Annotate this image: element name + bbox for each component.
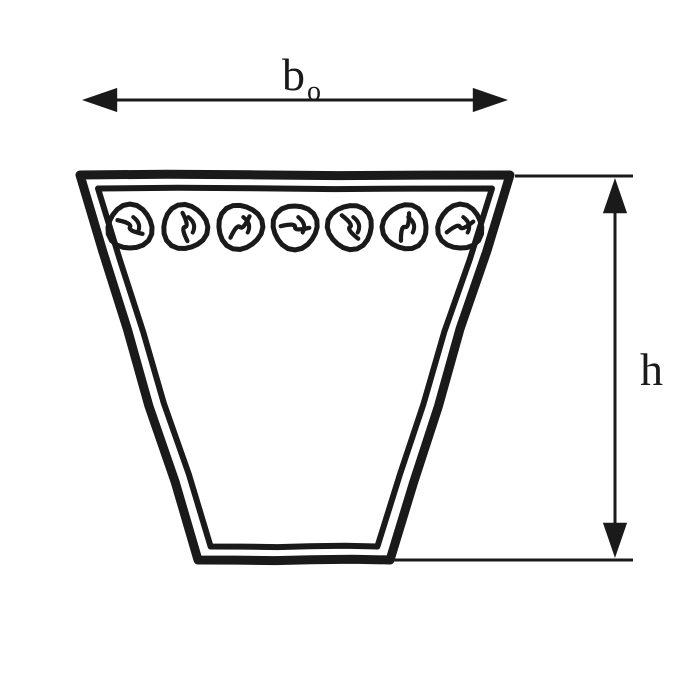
cord-6-scribble xyxy=(447,217,474,232)
cord-5-scribble xyxy=(401,213,414,240)
height-label: h xyxy=(640,344,663,395)
cord-3-scribble xyxy=(281,217,310,232)
cord-0-scribble xyxy=(117,217,142,234)
vbelt-cross-section-diagram: bo h xyxy=(0,0,700,700)
tensile-cords xyxy=(108,204,482,250)
cord-1-scribble xyxy=(183,213,195,241)
arrow-right-icon xyxy=(473,88,508,112)
cord-2-scribble xyxy=(230,216,249,237)
width-label: bo xyxy=(282,49,321,107)
arrow-down-icon xyxy=(603,523,627,558)
cord-4-scribble xyxy=(342,215,359,238)
dimension-width: bo xyxy=(82,49,508,112)
arrow-left-icon xyxy=(82,88,117,112)
belt-inner-outline xyxy=(98,188,492,547)
arrow-up-icon xyxy=(603,178,627,213)
